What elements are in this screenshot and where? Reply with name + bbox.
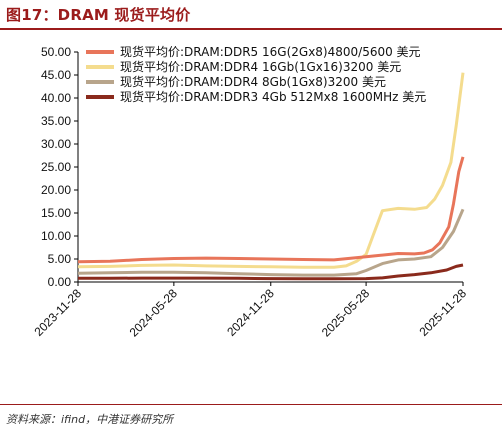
y-tick-label: 10.00	[41, 229, 71, 243]
series-line-1	[77, 156, 465, 264]
x-tick-label: 2024-11-28	[224, 286, 277, 339]
legend-label-3: 现货平均价:DRAM:DDR4 8Gb(1Gx8)3200 美元	[120, 74, 386, 89]
x-tick-label: 2025-05-28	[319, 286, 373, 340]
source-note: 资料来源：ifind，中港证券研究所	[6, 413, 174, 426]
y-tick-label: 20.00	[41, 183, 71, 197]
x-tick-label: 2024-05-28	[127, 286, 181, 340]
title-rule	[0, 28, 502, 30]
x-tick-label: 2023-11-28	[31, 286, 84, 339]
y-tick-label: 35.00	[41, 114, 71, 128]
source-rule	[0, 404, 502, 405]
y-tick-label: 40.00	[41, 91, 71, 105]
y-tick-label: 0.00	[48, 275, 72, 289]
series-line-3	[77, 208, 465, 277]
figure-title: 图17：DRAM 现货平均价	[6, 6, 191, 24]
y-tick-label: 15.00	[41, 206, 71, 220]
legend-label-4: 现货平均价:DRAM:DDR3 4Gb 512Mx8 1600MHz 美元	[120, 89, 426, 104]
y-tick-label: 30.00	[41, 137, 71, 151]
legend-label-2: 现货平均价:DRAM:DDR4 16Gb(1Gx16)3200 美元	[120, 59, 401, 74]
legend-label-1: 现货平均价:DRAM:DDR5 16G(2Gx8)4800/5600 美元	[120, 44, 421, 59]
x-tick-label: 2025-11-28	[416, 286, 469, 339]
y-tick-label: 5.00	[48, 252, 72, 266]
chart-legend: 现货平均价:DRAM:DDR5 16G(2Gx8)4800/5600 美元现货平…	[86, 44, 426, 104]
chart-series	[77, 72, 465, 281]
y-tick-label: 25.00	[41, 160, 71, 174]
y-tick-label: 50.00	[41, 45, 71, 59]
series-line-4	[78, 263, 464, 281]
y-tick-label: 45.00	[41, 68, 71, 82]
